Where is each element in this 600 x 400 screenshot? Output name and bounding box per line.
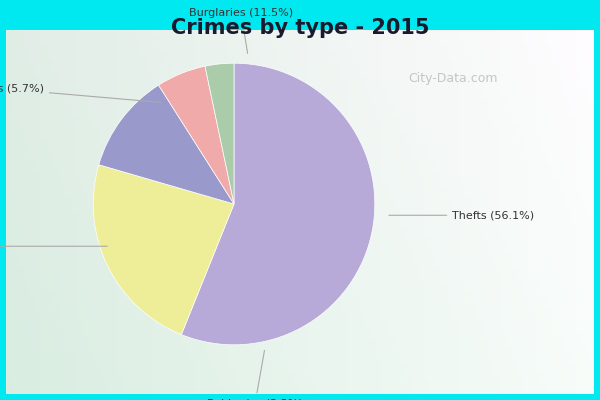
Wedge shape [99,85,234,204]
Text: Robberies (3.3%): Robberies (3.3%) [207,350,303,400]
Text: Assaults (5.7%): Assaults (5.7%) [0,84,161,102]
Text: Crimes by type - 2015: Crimes by type - 2015 [171,18,429,38]
Text: Thefts (56.1%): Thefts (56.1%) [389,210,535,220]
Wedge shape [205,63,234,204]
Text: Burglaries (11.5%): Burglaries (11.5%) [189,8,293,54]
Wedge shape [181,63,375,345]
Text: Auto thefts (23.4%): Auto thefts (23.4%) [0,241,107,251]
Wedge shape [93,165,234,334]
Text: City-Data.com: City-Data.com [408,72,497,85]
Wedge shape [158,66,234,204]
